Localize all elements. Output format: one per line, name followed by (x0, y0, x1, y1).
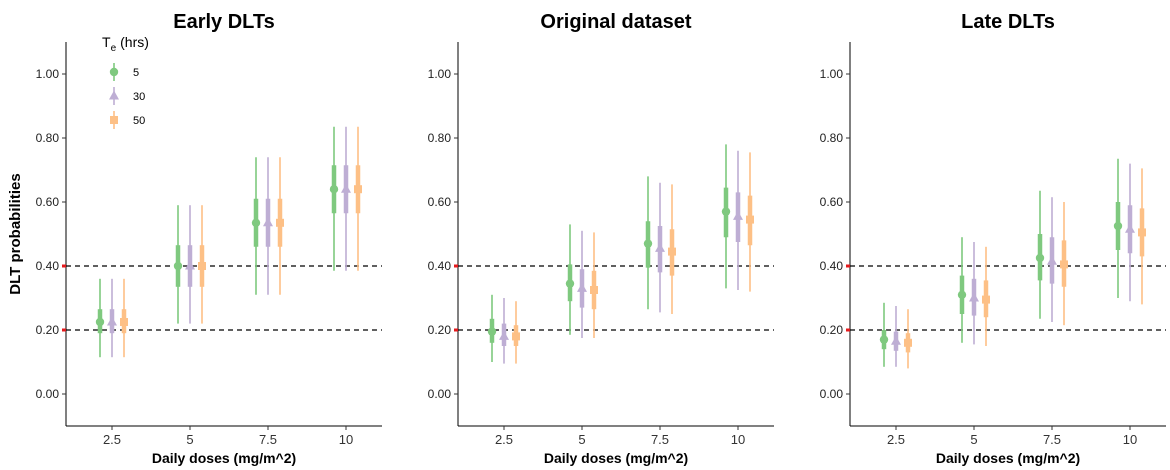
point-50 (668, 247, 676, 256)
x-axis-label: Daily doses (mg/m^2) (936, 450, 1080, 466)
legend-key-circle (109, 67, 119, 77)
y-tick-label: 0.20 (428, 323, 452, 337)
x-tick-label: 10 (731, 432, 745, 447)
legend-key-square (110, 116, 118, 124)
y-tick-label: 0.60 (428, 195, 452, 209)
x-tick-label: 2.5 (495, 432, 513, 447)
point-5 (251, 218, 261, 227)
point-50 (904, 338, 912, 347)
point-5 (329, 185, 339, 194)
y-tick-label: 0.60 (820, 195, 844, 209)
y-tick-label: 1.00 (36, 67, 60, 81)
y-tick-label: 0.80 (820, 131, 844, 145)
point-30 (185, 260, 195, 270)
panel-0: Early DLTs 0.00 0.20 0.40 0.60 0.80 1.00 2.5 5 7.… (36, 11, 382, 466)
y-tick-label: 0.00 (428, 387, 452, 401)
point-30 (733, 210, 743, 220)
legend: Te (hrs) 5 30 50 (102, 34, 149, 129)
point-50 (1138, 228, 1146, 237)
x-tick-label: 7.5 (259, 432, 277, 447)
point-5 (1035, 253, 1045, 263)
panel-1: Original dataset 0.00 0.20 0.40 0.60 0.80 1.00… (428, 11, 774, 466)
y-tick-label: 0.20 (820, 323, 844, 337)
point-5 (173, 261, 183, 271)
panel-2: Late DLTs 0.00 0.20 0.40 0.60 0.80 1.00 2.5 5 7.5… (820, 11, 1166, 466)
legend-title: Te (hrs) (102, 34, 149, 54)
point-5 (957, 290, 967, 299)
point-30 (577, 282, 587, 292)
point-50 (276, 218, 284, 227)
legend-item-label: 50 (133, 115, 145, 127)
y-tick-label: 0.80 (36, 131, 60, 145)
point-50 (590, 286, 598, 294)
x-tick-label: 5 (578, 432, 585, 447)
point-5 (95, 317, 105, 327)
panel-title: Late DLTs (961, 11, 1055, 33)
panel-title: Early DLTs (173, 11, 275, 33)
x-tick-label: 7.5 (651, 432, 669, 447)
y-tick-label: 0.40 (820, 259, 844, 273)
x-tick-label: 10 (1123, 432, 1137, 447)
x-axis-label: Daily doses (mg/m^2) (544, 450, 688, 466)
point-30 (969, 292, 979, 302)
x-tick-label: 5 (186, 432, 193, 447)
point-50 (1060, 260, 1068, 269)
point-5 (879, 335, 889, 344)
y-tick-label: 0.60 (36, 195, 60, 209)
y-tick-label: 0.40 (428, 259, 452, 273)
legend-item-label: 30 (133, 91, 145, 103)
x-tick-label: 2.5 (887, 432, 905, 447)
y-tick-label: 0.00 (36, 387, 60, 401)
y-tick-label: 1.00 (820, 67, 844, 81)
point-30 (499, 330, 509, 340)
point-50 (120, 318, 128, 326)
point-5 (721, 207, 731, 216)
x-tick-label: 5 (970, 432, 977, 447)
point-50 (512, 332, 520, 341)
point-30 (655, 242, 665, 252)
point-30 (341, 183, 351, 193)
point-5 (487, 327, 497, 336)
point-50 (354, 185, 362, 194)
point-30 (891, 335, 901, 345)
point-30 (263, 217, 273, 227)
point-50 (982, 295, 990, 304)
legend-key-triangle (109, 90, 119, 100)
point-30 (1047, 255, 1057, 265)
point-30 (1125, 223, 1135, 233)
point-5 (1113, 221, 1123, 231)
y-tick-label: 1.00 (428, 67, 452, 81)
x-axis-label: Daily doses (mg/m^2) (152, 450, 296, 466)
point-5 (565, 279, 575, 288)
point-5 (643, 239, 653, 248)
x-tick-label: 10 (339, 432, 353, 447)
y-tick-label: 0.40 (36, 259, 60, 273)
y-tick-label: 0.20 (36, 323, 60, 337)
x-tick-label: 2.5 (103, 432, 121, 447)
y-axis-label: DLT probabilities (7, 173, 24, 294)
point-50 (746, 215, 754, 224)
y-tick-label: 0.00 (820, 387, 844, 401)
panel-title: Original dataset (540, 11, 691, 33)
x-tick-label: 7.5 (1043, 432, 1061, 447)
point-30 (107, 316, 117, 326)
point-50 (198, 262, 206, 270)
legend-item-label: 5 (133, 67, 139, 79)
y-tick-label: 0.80 (428, 131, 452, 145)
